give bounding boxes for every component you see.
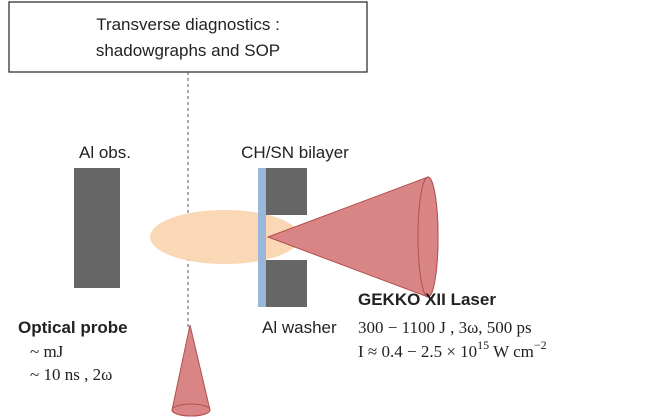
laser-unit: W cm (489, 342, 534, 361)
probe-cone-base (171, 403, 211, 417)
washer-label: Al washer (262, 318, 337, 337)
al-obstacle (74, 168, 120, 288)
laser-line: I ≈ 0.4 − 2.5 × 1015 W cm−2 (358, 338, 547, 361)
bilayer-target (258, 168, 266, 307)
probe-line: ~ mJ (30, 342, 64, 361)
laser-line: 300 − 1100 J , 3ω, 500 ps (358, 318, 532, 337)
probe-title: Optical probe (18, 318, 128, 337)
probe-line: ~ 10 ns , 2ω (30, 365, 112, 384)
probe-cone (171, 324, 211, 417)
laser-exponent: 15 (477, 338, 489, 352)
laser-cone-base (417, 176, 439, 298)
bilayer-label: CH/SN bilayer (241, 143, 349, 162)
laser-title: GEKKO XII Laser (358, 290, 496, 309)
laser-text: I ≈ 0.4 − 2.5 × 10 (358, 342, 477, 361)
washer-top (266, 168, 307, 215)
header-line: Transverse diagnostics : (96, 15, 280, 34)
header-box (8, 1, 368, 73)
obstacle-label: Al obs. (79, 143, 131, 162)
header-line: shadowgraphs and SOP (96, 41, 280, 60)
washer-bottom (266, 260, 307, 307)
laser-exponent: −2 (534, 338, 547, 352)
